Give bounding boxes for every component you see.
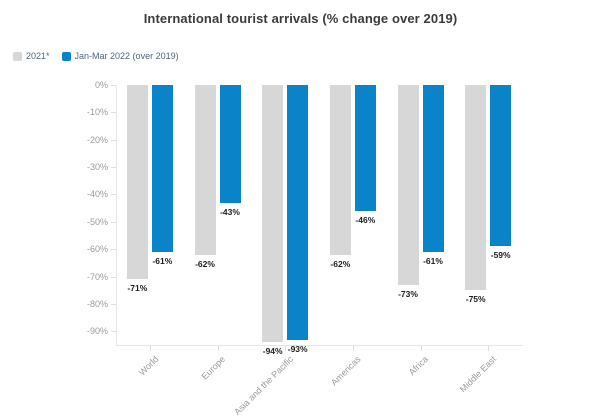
category-label: Americas (329, 354, 363, 388)
x-axis-tick-mark (149, 346, 151, 351)
y-axis-tick-label: -80% (86, 298, 108, 309)
chart-title: International tourist arrivals (% change… (143, 11, 458, 26)
y-axis-tick-mark (111, 276, 116, 278)
value-label: -59% (490, 250, 511, 261)
y-axis-tick-mark (111, 221, 116, 223)
value-label: -61% (152, 255, 173, 266)
legend-swatch-jan-mar-2022 (61, 51, 71, 61)
bar-series1-1[interactable] (219, 85, 241, 203)
y-axis-tick-label: -30% (86, 162, 108, 173)
bar-series0-0[interactable] (126, 85, 148, 280)
y-axis-tick-mark (111, 167, 116, 169)
bar-series1-3[interactable] (354, 85, 376, 211)
y-axis-tick-label: -70% (86, 271, 108, 282)
bar-series0-3[interactable] (329, 85, 351, 255)
legend-item-jan-mar-2022[interactable]: Jan-Mar 2022 (over 2019) (61, 51, 179, 61)
y-axis-tick-mark (111, 331, 116, 333)
y-axis-tick-mark (111, 249, 116, 251)
bar-series0-1[interactable] (194, 85, 216, 255)
value-label: -43% (220, 206, 240, 217)
value-label: -94% (262, 346, 283, 357)
value-label: -62% (195, 258, 215, 269)
category-label: World (136, 354, 160, 378)
y-axis-tick-mark (111, 112, 116, 114)
x-axis-tick-mark (420, 346, 422, 351)
legend-label-jan-mar-2022: Jan-Mar 2022 (over 2019) (74, 51, 179, 61)
y-axis-tick-label: -10% (86, 107, 108, 118)
axis-frame (116, 85, 523, 346)
category-label: Asia and the Pacific (232, 354, 296, 416)
legend-label-2021: 2021* (26, 51, 50, 61)
legend-item-2021[interactable]: 2021* (13, 51, 50, 61)
category-label: Africa (407, 354, 431, 378)
legend-swatch-2021 (13, 51, 22, 61)
y-axis-tick-label: -60% (86, 244, 108, 255)
value-label: -61% (423, 255, 443, 266)
category-label: Europe (199, 354, 228, 382)
y-axis-tick-mark (111, 139, 116, 141)
x-axis-tick-mark (488, 346, 490, 351)
value-label: -75% (465, 294, 486, 305)
y-axis-tick-mark (111, 303, 116, 305)
y-axis-tick-mark (111, 194, 116, 196)
y-axis-tick-mark (111, 85, 116, 86)
legend: 2021* Jan-Mar 2022 (over 2019) (13, 51, 179, 61)
y-axis-tick-label: -50% (86, 216, 108, 227)
value-label: -71% (127, 283, 148, 294)
bar-series0-2[interactable] (262, 85, 284, 343)
x-axis-tick-mark (352, 346, 354, 351)
value-label: -93% (287, 343, 308, 354)
value-label: -62% (330, 258, 351, 269)
bar-series1-0[interactable] (151, 85, 173, 252)
y-axis-tick-label: -40% (86, 189, 108, 200)
bar-series1-2[interactable] (287, 85, 309, 340)
value-label: -46% (355, 214, 376, 225)
x-axis-tick-mark (285, 346, 287, 351)
value-label: -73% (398, 288, 418, 299)
y-axis-tick-label: 0% (94, 80, 108, 90)
bar-series0-4[interactable] (397, 85, 419, 285)
y-axis-tick-label: -90% (86, 326, 108, 337)
bar-series1-4[interactable] (422, 85, 444, 252)
y-axis-tick-label: -20% (86, 134, 108, 145)
bar-series1-5[interactable] (490, 85, 512, 247)
bar-series0-5[interactable] (465, 85, 487, 291)
x-axis-tick-mark (217, 346, 219, 351)
category-label: Middle East (457, 354, 499, 395)
